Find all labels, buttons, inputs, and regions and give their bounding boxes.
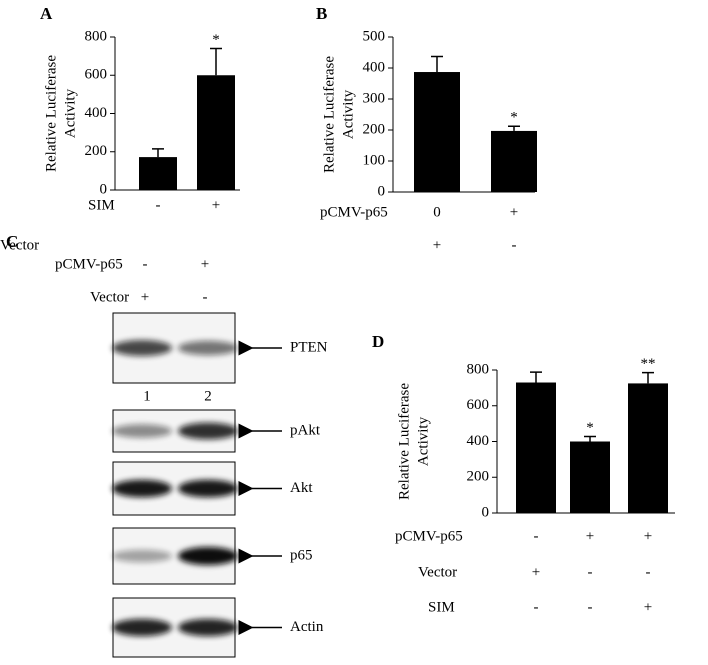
bar (570, 441, 610, 513)
condition-value: - (646, 564, 651, 580)
blot-band (112, 340, 172, 356)
blot-band (178, 618, 238, 637)
error-bar (530, 371, 542, 383)
y-axis-label: Activity (62, 88, 78, 138)
y-tick-label: 200 (85, 143, 108, 159)
protein-label: PTEN (290, 339, 328, 355)
y-tick-label: 800 (467, 361, 490, 377)
protein-label: Actin (290, 619, 324, 635)
condition-value: - (588, 564, 593, 580)
condition-value: - (588, 599, 593, 615)
condition-label: pCMV-p65 (395, 528, 463, 544)
condition-value: + (201, 256, 209, 272)
lane-label: 1 (143, 388, 151, 404)
condition-label: Vector (90, 289, 129, 305)
y-axis-label: Relative Luciferase (396, 383, 412, 500)
panel-label: C (6, 232, 18, 251)
y-tick-label: 600 (85, 67, 108, 83)
blot-panel: pCMV-p65 - + Vector + - PTEN pAkt Akt p65 Actin 1 2 (55, 256, 328, 658)
y-tick-label: 600 (467, 397, 490, 413)
condition-value: + (212, 197, 220, 213)
y-axis-label: Activity (415, 416, 431, 466)
error-bar (642, 371, 654, 384)
blot-band (112, 618, 172, 637)
y-tick-label: 500 (363, 28, 386, 44)
y-axis-label: Relative Luciferase (321, 56, 337, 173)
blot-band (178, 340, 238, 356)
blot-band (112, 424, 172, 438)
y-tick-label: 0 (482, 504, 490, 520)
error-bar (152, 148, 164, 158)
bar (414, 72, 460, 192)
annotation: * (510, 110, 518, 126)
condition-label: Vector (418, 564, 457, 580)
condition-value: - (534, 528, 539, 544)
blot-band (178, 422, 238, 440)
panel-label: D (372, 332, 384, 351)
error-bar (584, 435, 596, 442)
condition-label: SIM (428, 599, 455, 615)
y-tick-label: 200 (467, 469, 490, 485)
bar (197, 75, 235, 190)
lane-label: 2 (204, 388, 212, 404)
condition-value: + (433, 237, 441, 253)
y-tick-label: 400 (363, 59, 386, 75)
error-bar (508, 125, 520, 131)
annotation: * (212, 32, 220, 48)
condition-value: + (141, 289, 149, 305)
blot-band (112, 549, 172, 563)
y-tick-label: 0 (100, 181, 108, 197)
blot-band (178, 479, 238, 498)
y-axis-label: Activity (340, 89, 356, 139)
condition-value: - (203, 289, 208, 305)
protein-label: p65 (290, 547, 313, 563)
bar (516, 382, 556, 513)
condition-value: 0 (433, 204, 441, 220)
bar (491, 130, 537, 192)
y-tick-label: 800 (85, 28, 108, 44)
condition-value: - (143, 256, 148, 272)
bar (139, 157, 177, 190)
condition-value: - (534, 599, 539, 615)
y-tick-label: 400 (85, 105, 108, 121)
condition-label: pCMV-p65 (320, 204, 388, 220)
condition-value: + (644, 599, 652, 615)
y-tick-label: 0 (378, 183, 386, 199)
protein-label: Akt (290, 480, 313, 496)
annotation: ** (641, 356, 656, 372)
protein-label: pAkt (290, 422, 321, 438)
bar (628, 383, 668, 513)
condition-label: Vector (0, 237, 39, 253)
blot-band (112, 479, 172, 498)
panel-label: A (40, 4, 53, 23)
condition-label: SIM (88, 197, 115, 213)
y-tick-label: 200 (363, 121, 386, 137)
error-bar (210, 47, 222, 76)
annotation: * (586, 420, 594, 436)
condition-value: + (586, 528, 594, 544)
condition-label: pCMV-p65 (55, 256, 123, 272)
error-bar (431, 55, 443, 73)
condition-value: + (532, 564, 540, 580)
blot-band (178, 547, 238, 565)
panel-label: B (316, 4, 327, 23)
y-tick-label: 100 (363, 152, 386, 168)
condition-value: - (156, 197, 161, 213)
condition-value: + (510, 204, 518, 220)
y-axis-label: Relative Luciferase (43, 55, 59, 172)
y-tick-label: 300 (363, 90, 386, 106)
condition-value: - (512, 237, 517, 253)
y-tick-label: 400 (467, 433, 490, 449)
condition-value: + (644, 528, 652, 544)
